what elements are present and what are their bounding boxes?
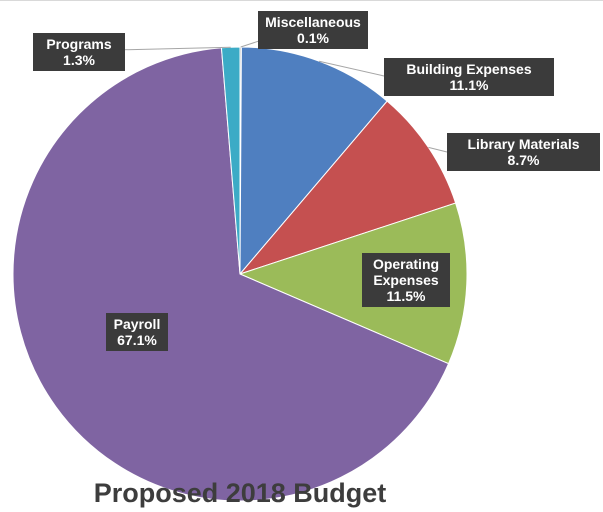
leader-line (318, 60, 385, 77)
top-divider (0, 0, 603, 1)
pie-slice-library-materials (238, 100, 457, 276)
leader-line (428, 146, 448, 153)
data-label-building-expenses: Building Expenses 11.1% (384, 58, 554, 96)
pie-slice-operating-expenses (238, 202, 468, 365)
data-label-miscellaneous: Miscellaneous 0.1% (258, 11, 368, 49)
data-label-programs: Programs 1.3% (33, 33, 125, 71)
data-label-operating-expenses: Operating Expenses 11.5% (362, 253, 450, 307)
pie-slice-building-expenses (239, 46, 388, 276)
chart-title: Proposed 2018 Budget (93, 478, 387, 508)
leader-line (114, 46, 231, 51)
data-label-library-materials: Library Materials 8.7% (447, 133, 600, 171)
data-label-payroll: Payroll 67.1% (106, 313, 168, 351)
pie-slice-payroll (12, 47, 450, 502)
